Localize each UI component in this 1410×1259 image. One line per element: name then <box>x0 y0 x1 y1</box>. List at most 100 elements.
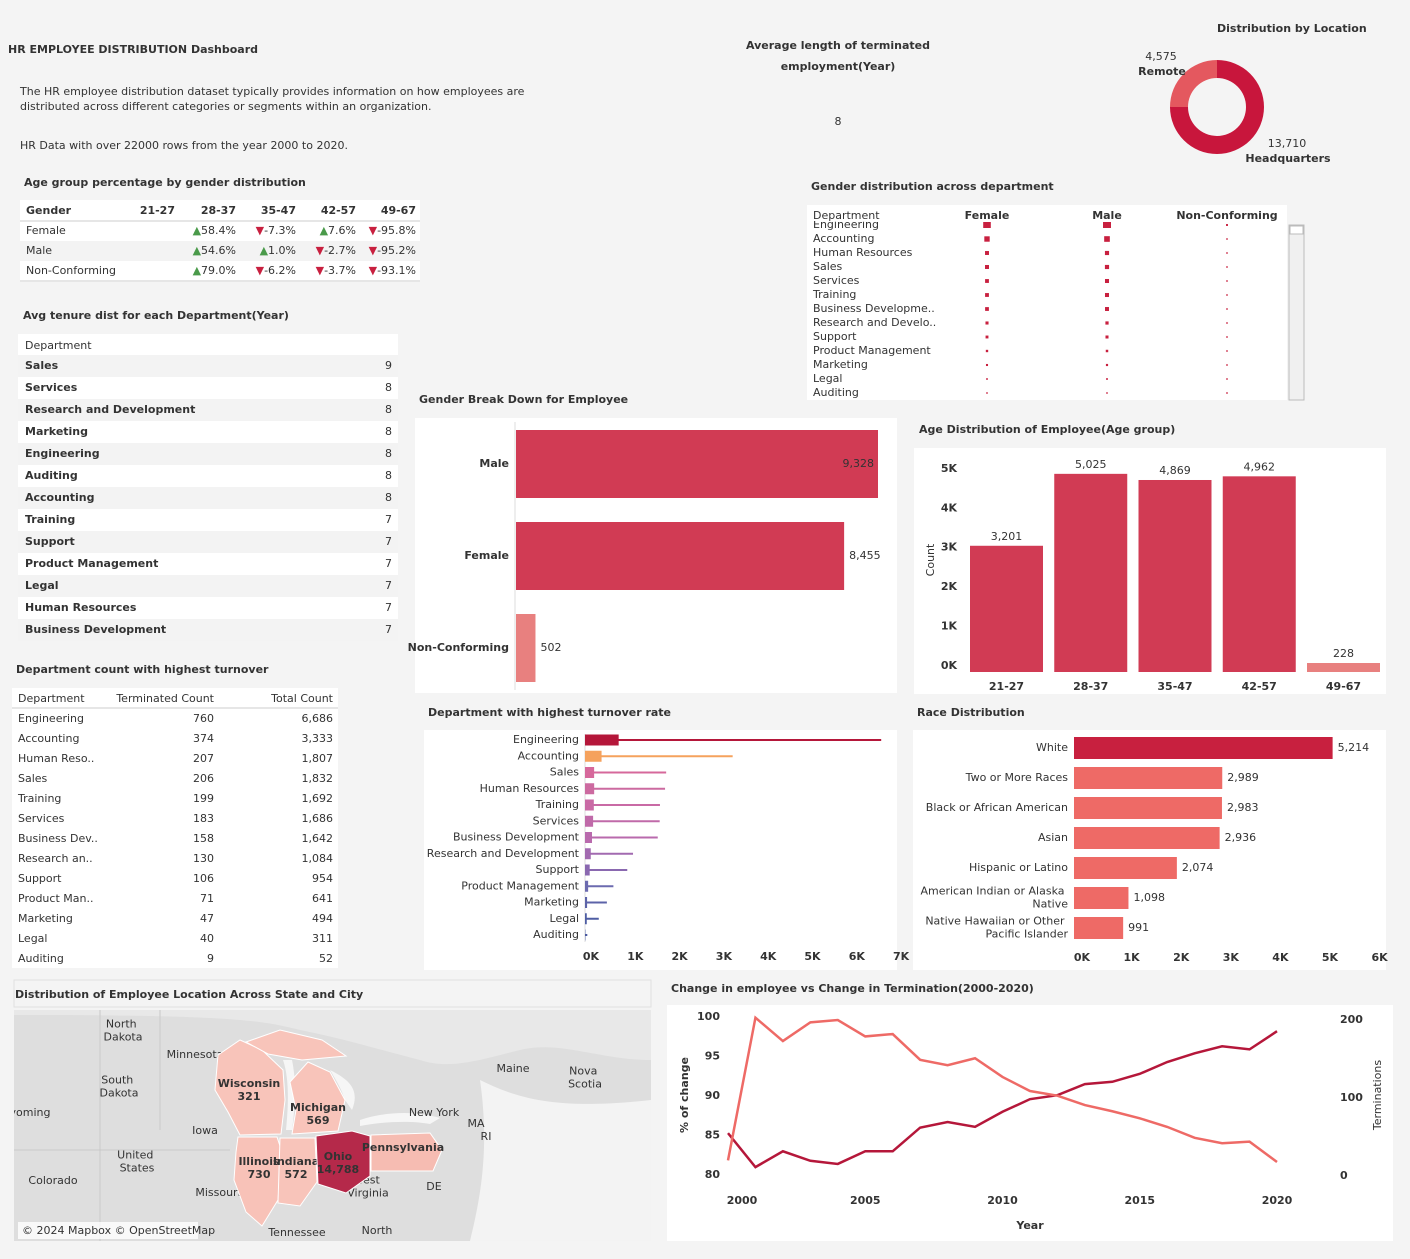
chart-title: Gender distribution across department <box>811 180 1054 193</box>
table-cell: Male <box>26 244 52 257</box>
state-label: Indiana <box>273 1155 319 1168</box>
table-cell: 47 <box>200 912 214 925</box>
table-cell: 40 <box>200 932 214 945</box>
table-cell: Product Management <box>25 557 158 570</box>
table-cell: Accounting <box>25 491 95 504</box>
dot <box>1226 378 1228 380</box>
dot <box>1226 322 1228 324</box>
category-label: Non-Conforming <box>408 641 509 654</box>
x-tick-label: 2K <box>1173 951 1190 964</box>
dot <box>985 335 989 339</box>
row-band <box>18 355 398 377</box>
category-label: Services <box>533 814 580 827</box>
table-cell: 1,692 <box>302 792 334 805</box>
data-label: 2,989 <box>1227 771 1259 784</box>
y-tick-label: 3K <box>941 541 958 554</box>
x-tick-label: 2010 <box>987 1194 1018 1207</box>
column-header: Male <box>1092 209 1122 222</box>
category-label: American Indian or Alaska Native <box>920 884 1068 910</box>
dot <box>1226 252 1228 254</box>
category-label: Female <box>464 549 509 562</box>
description: distributed across different categories … <box>20 100 432 113</box>
table-cell: 6,686 <box>302 712 334 725</box>
table-title: Avg tenure dist for each Department(Year… <box>23 309 289 322</box>
column-header: Department <box>813 209 880 222</box>
y2-tick-label: 0 <box>1340 1169 1348 1182</box>
state <box>289 1061 346 1135</box>
dot <box>1226 238 1228 240</box>
map-label: Nova Scotia <box>568 1064 602 1090</box>
table-cell: 7 <box>385 513 392 526</box>
table-cell: 9 <box>385 359 392 372</box>
table-cell: ▼-95.8% <box>369 224 416 237</box>
dot <box>1226 336 1228 338</box>
category-label: Marketing <box>524 896 579 909</box>
column-header: Gender <box>26 204 72 217</box>
x-tick-label: 2005 <box>850 1194 881 1207</box>
state <box>315 1130 371 1194</box>
x-tick-label: 35-47 <box>1157 680 1192 693</box>
x-tick-label: 6K <box>849 950 866 963</box>
bar <box>1307 663 1380 672</box>
table-cell: 183 <box>193 812 214 825</box>
note: HR Data with over 22000 rows from the ye… <box>20 139 348 152</box>
total-bar <box>585 934 588 936</box>
data-label: 502 <box>540 641 561 654</box>
table-cell: ▼-7.3% <box>256 224 296 237</box>
category-label: Product Management <box>461 879 579 892</box>
category-label: Accounting <box>518 749 579 762</box>
table-cell: Human Resources <box>25 601 137 614</box>
x-tick-label: 3K <box>1223 951 1240 964</box>
total-bar <box>585 901 607 904</box>
map-label: New York <box>409 1106 460 1119</box>
y-tick-label: 85 <box>705 1129 720 1142</box>
category-label: Training <box>812 288 856 301</box>
map-label: United States <box>117 1148 157 1174</box>
table-cell: 158 <box>193 832 214 845</box>
category-label: Marketing <box>813 358 868 371</box>
line-series <box>726 1015 1278 1163</box>
table-cell: Human Reso.. <box>18 752 94 765</box>
terminated-bar <box>585 832 592 843</box>
bar <box>1074 767 1223 789</box>
table-cell: Legal <box>18 932 47 945</box>
category-label: Legal <box>550 912 579 925</box>
map-label: South Dakota <box>100 1073 139 1099</box>
map-label: Colorado <box>28 1174 77 1187</box>
panel <box>13 979 652 1008</box>
bar <box>516 614 536 682</box>
bar <box>1138 479 1212 672</box>
bar <box>1074 917 1124 939</box>
header-band <box>808 206 1286 221</box>
state <box>244 1029 348 1061</box>
category-label: Business Development <box>453 831 580 844</box>
table-cell: Engineering <box>18 712 84 725</box>
table-cell: 1,807 <box>302 752 334 765</box>
state-label: Pennsylvania <box>362 1141 444 1154</box>
category-label: Auditing <box>533 928 579 941</box>
data-label: 13,710 <box>1268 137 1307 150</box>
map-label: North Dakota <box>104 1017 143 1043</box>
y-tick-label: 4K <box>941 501 958 514</box>
scroll-thumb[interactable] <box>1289 225 1304 235</box>
total-bar <box>585 836 658 839</box>
data-label: 228 <box>1333 647 1354 660</box>
chart-title: Change in employee vs Change in Terminat… <box>671 982 1034 995</box>
terminated-bar <box>585 815 594 827</box>
table-cell: 3,333 <box>302 732 334 745</box>
table-cell: Auditing <box>18 952 64 965</box>
chart-title: Age Distribution of Employee(Age group) <box>919 423 1175 436</box>
dot <box>1105 307 1109 311</box>
y-axis-label: Count <box>924 543 937 576</box>
dot <box>1104 292 1110 298</box>
category-label: Research and Develo.. <box>813 316 936 329</box>
scrollbar[interactable] <box>1288 224 1305 401</box>
map-label: MA <box>467 1117 484 1130</box>
y-tick-label: 90 <box>705 1089 721 1102</box>
table-cell: 1,686 <box>302 812 334 825</box>
table-cell: Services <box>18 812 65 825</box>
y-tick-label: 100 <box>697 1010 720 1023</box>
table-cell: Business Development <box>25 623 166 636</box>
x-tick-label: 49-67 <box>1326 680 1361 693</box>
column-header: Non-Conforming <box>1176 209 1277 222</box>
